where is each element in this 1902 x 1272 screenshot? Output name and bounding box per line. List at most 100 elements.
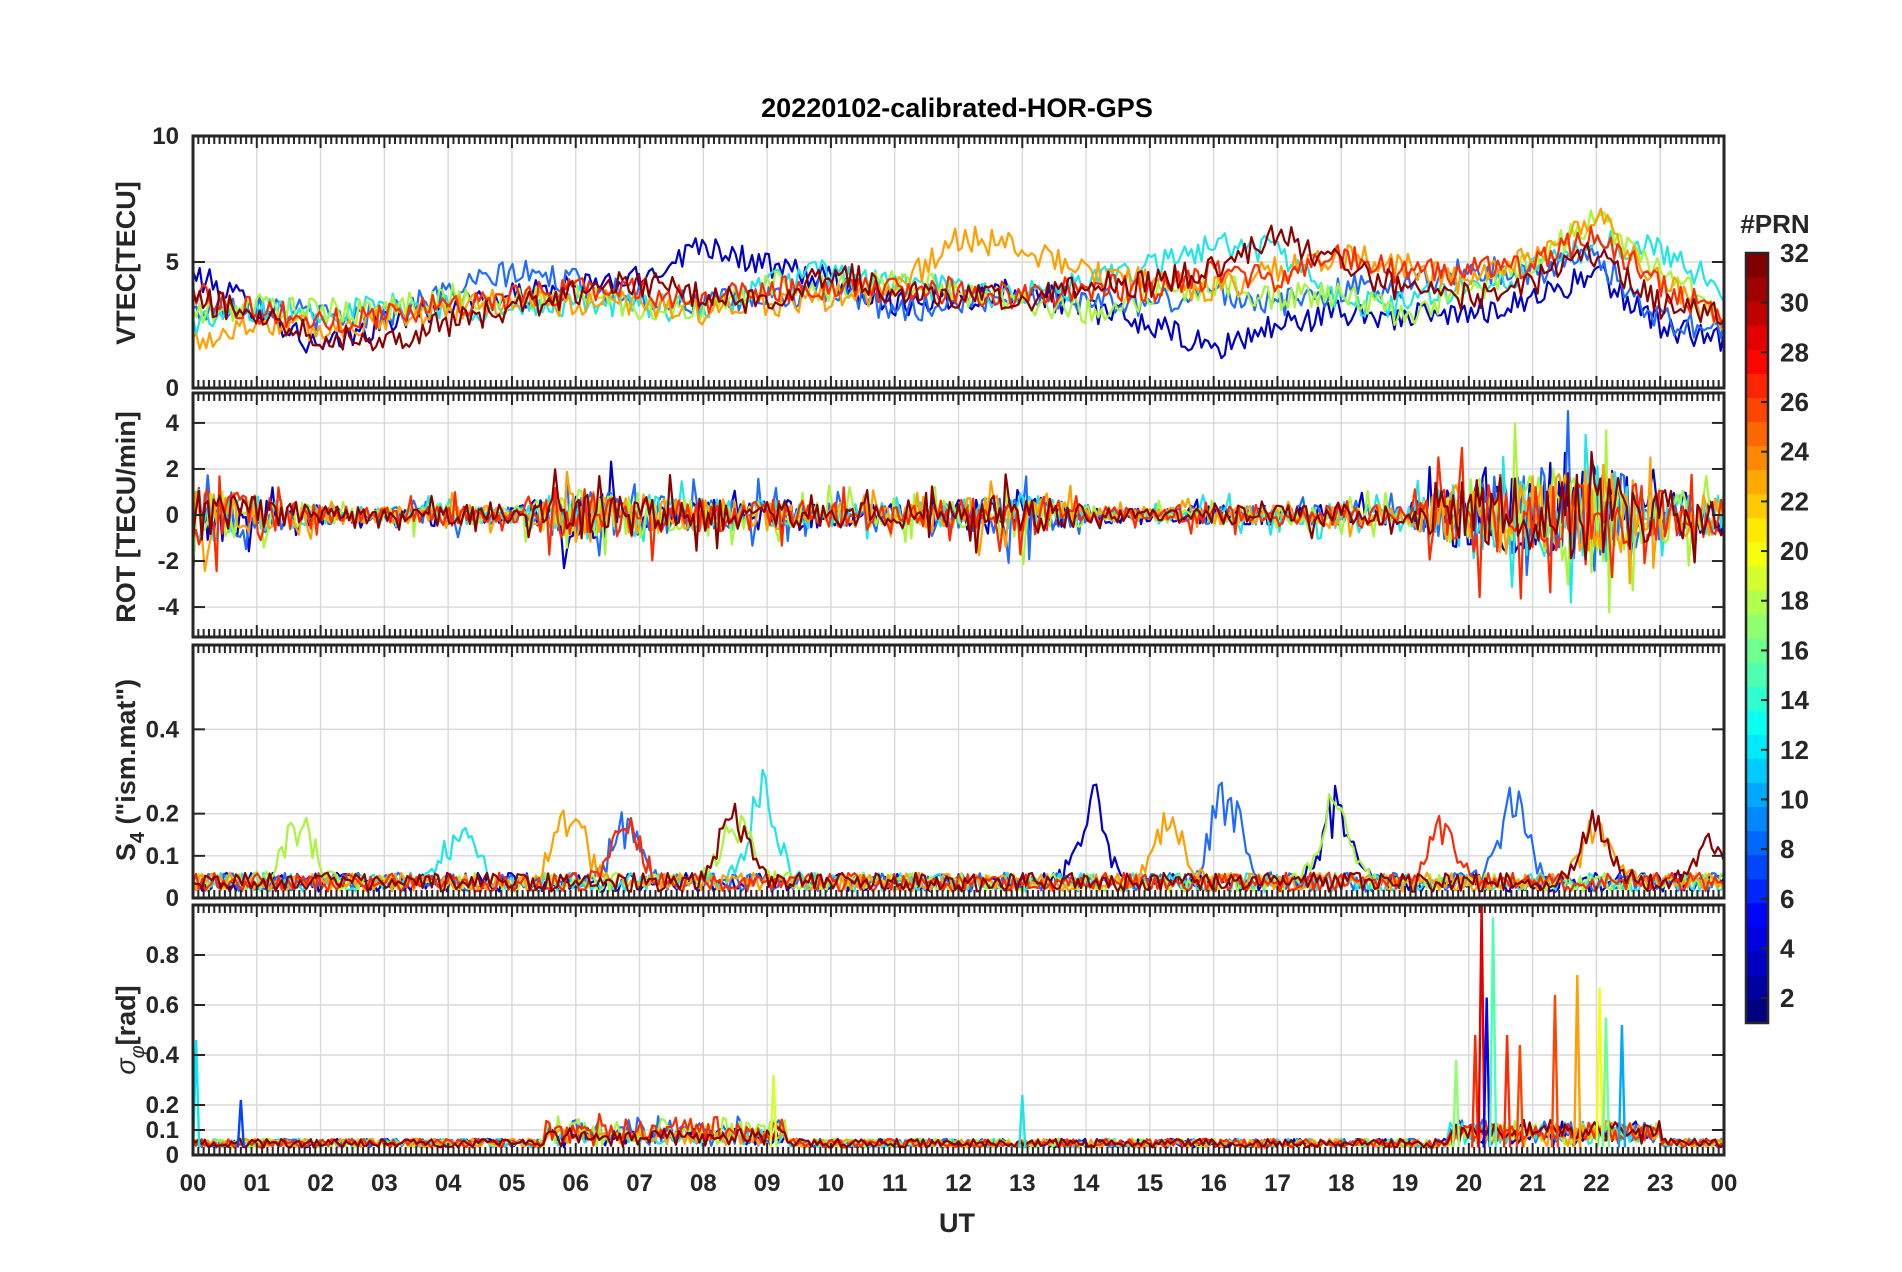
sigma-phi-spike bbox=[1488, 917, 1498, 1148]
colorbar-tick-label: 12 bbox=[1780, 735, 1809, 765]
colorbar-tick-label: 8 bbox=[1780, 834, 1794, 864]
colorbar-swatch bbox=[1746, 589, 1768, 615]
colorbar-swatch bbox=[1746, 325, 1768, 350]
colorbar-tick-label: 26 bbox=[1780, 387, 1809, 417]
s4-panel: S4 ("ism.mat") 0 0.1 0.2 0.4 bbox=[111, 643, 1726, 912]
x-tick-label: 13 bbox=[1009, 1170, 1036, 1197]
s4-ylabel: S4 ("ism.mat") bbox=[111, 679, 149, 861]
sigma-phi-spike bbox=[1595, 987, 1604, 1148]
colorbar-swatch bbox=[1746, 830, 1768, 856]
colorbar-tick-label: 18 bbox=[1780, 586, 1809, 616]
x-axis-label: UT bbox=[939, 1208, 975, 1238]
colorbar-tick-label: 20 bbox=[1780, 536, 1809, 566]
vtec-panel: VTEC[TECU] 0 5 10 bbox=[111, 123, 1726, 402]
colorbar-swatch bbox=[1746, 397, 1768, 423]
colorbar-swatch bbox=[1746, 445, 1768, 471]
sigma-phi-ylabel-sub: φ bbox=[127, 1045, 149, 1058]
colorbar-swatch bbox=[1746, 734, 1768, 759]
colorbar-swatch bbox=[1746, 854, 1768, 880]
x-tick-label: 23 bbox=[1647, 1170, 1674, 1197]
rot-panel: ROT [TECU/min] -4 -2 0 2 4 bbox=[111, 391, 1726, 639]
rot-y-tick-label: -2 bbox=[158, 548, 179, 575]
sigma-phi-panel: σφ[rad] 00.10.2 0.4 0.6 0.8 bbox=[111, 903, 1726, 1169]
sigma-phi-y-tick-label: 0.4 bbox=[146, 1042, 180, 1069]
sigma-phi-ylabel-main: σ bbox=[111, 1057, 141, 1075]
colorbar-swatch bbox=[1746, 806, 1768, 832]
colorbar-swatch bbox=[1746, 662, 1768, 687]
sigma-phi-y-tick-label: 0.6 bbox=[146, 992, 179, 1019]
colorbar-tick-label: 24 bbox=[1780, 437, 1809, 467]
sigma-phi-spike bbox=[1515, 1044, 1525, 1148]
x-tick-label: 14 bbox=[1073, 1170, 1100, 1197]
x-tick-label: 02 bbox=[307, 1170, 334, 1197]
sigma-phi-spike bbox=[1451, 1059, 1461, 1148]
s4-y-tick-label: 0.4 bbox=[146, 716, 180, 743]
colorbar-swatch bbox=[1746, 541, 1768, 567]
sigma-phi-spike bbox=[236, 1099, 246, 1148]
colorbar-swatch bbox=[1746, 638, 1768, 663]
vtec-series-line bbox=[193, 229, 1724, 336]
rot-y-tick-label: 4 bbox=[166, 410, 180, 437]
sigma-phi-spike bbox=[769, 1074, 778, 1148]
s4-series-line bbox=[193, 802, 1724, 893]
x-tick-label: 04 bbox=[435, 1170, 462, 1197]
x-tick-label: 22 bbox=[1583, 1170, 1610, 1197]
colorbar-tick-label: 10 bbox=[1780, 784, 1809, 814]
rot-ylabel: ROT [TECU/min] bbox=[111, 411, 141, 622]
x-tick-label: 08 bbox=[690, 1170, 717, 1197]
colorbar-swatch bbox=[1746, 950, 1768, 976]
colorbar-swatch bbox=[1746, 782, 1768, 808]
sigma-phi-spike bbox=[1601, 1017, 1611, 1148]
sigma-phi-ylabel: σφ[rad] bbox=[111, 985, 149, 1074]
s4-ylabel-main: S bbox=[111, 843, 141, 861]
vtec-plot-area bbox=[193, 207, 1724, 360]
x-tick-label: 18 bbox=[1328, 1170, 1355, 1197]
colorbar-tick-label: 30 bbox=[1780, 288, 1809, 318]
vtec-series-line bbox=[193, 225, 1724, 333]
x-tick-label: 01 bbox=[243, 1170, 270, 1197]
x-tick-label: 17 bbox=[1264, 1170, 1291, 1197]
sigma-phi-spike bbox=[1471, 1034, 1480, 1148]
colorbar-swatch bbox=[1746, 565, 1768, 591]
sigma-phi-spike bbox=[1018, 1094, 1027, 1148]
x-tick-label: 19 bbox=[1392, 1170, 1419, 1197]
colorbar-swatch bbox=[1746, 710, 1768, 735]
sigma-phi-y-tick-label: 0.1 bbox=[146, 1117, 179, 1144]
colorbar-swatch bbox=[1746, 493, 1768, 519]
x-tick-label: 12 bbox=[945, 1170, 972, 1197]
colorbar-tick-label: 28 bbox=[1780, 337, 1809, 367]
x-tick-label: 16 bbox=[1200, 1170, 1227, 1197]
vtec-y-tick-label: 5 bbox=[166, 249, 179, 276]
colorbar-swatch bbox=[1746, 421, 1768, 447]
rot-y-tick-label: -4 bbox=[158, 594, 180, 621]
sigma-phi-y-tick-label: 0.2 bbox=[146, 1092, 179, 1119]
rot-plot-area bbox=[193, 410, 1724, 614]
x-tick-label: 00 bbox=[1711, 1170, 1738, 1197]
colorbar-tick-label: 2 bbox=[1780, 983, 1794, 1013]
s4-y-tick-label: 0.1 bbox=[146, 843, 179, 870]
colorbar-swatch bbox=[1746, 686, 1768, 711]
sigma-phi-y-tick-label: 0.8 bbox=[146, 942, 179, 969]
vtec-y-tick-label: 10 bbox=[152, 123, 179, 150]
colorbar-swatch bbox=[1746, 253, 1768, 278]
sigma-phi-spike bbox=[1617, 1024, 1627, 1148]
s4-ylabel-sub: 4 bbox=[127, 831, 149, 843]
x-tick-label: 06 bbox=[562, 1170, 589, 1197]
colorbar-swatch bbox=[1746, 902, 1768, 928]
x-tick-label: 00 bbox=[180, 1170, 207, 1197]
colorbar-swatch bbox=[1746, 974, 1768, 1000]
x-tick-label: 21 bbox=[1519, 1170, 1546, 1197]
sigma-phi-spike bbox=[1482, 997, 1491, 1148]
x-tick-label: 09 bbox=[754, 1170, 781, 1197]
vtec-ylabel: VTEC[TECU] bbox=[111, 181, 141, 345]
s4-series-line bbox=[193, 814, 1724, 893]
sigma-phi-y-tick-label: 0 bbox=[166, 1142, 179, 1169]
colorbar-frame bbox=[1744, 251, 1770, 1025]
sigma-phi-spike bbox=[1550, 994, 1560, 1148]
colorbar-swatch bbox=[1746, 517, 1768, 543]
colorbar-tick-label: 32 bbox=[1780, 238, 1809, 268]
colorbar-tick-label: 6 bbox=[1780, 884, 1794, 914]
x-tick-label: 15 bbox=[1137, 1170, 1164, 1197]
